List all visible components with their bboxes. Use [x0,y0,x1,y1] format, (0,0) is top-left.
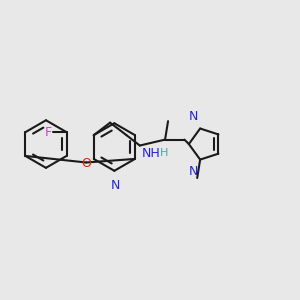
Text: F: F [45,126,52,139]
Text: N: N [188,165,198,178]
Text: NH: NH [141,147,160,160]
Text: O: O [81,157,91,169]
Text: N: N [111,179,121,192]
Text: H: H [160,148,169,158]
Text: N: N [188,110,198,123]
